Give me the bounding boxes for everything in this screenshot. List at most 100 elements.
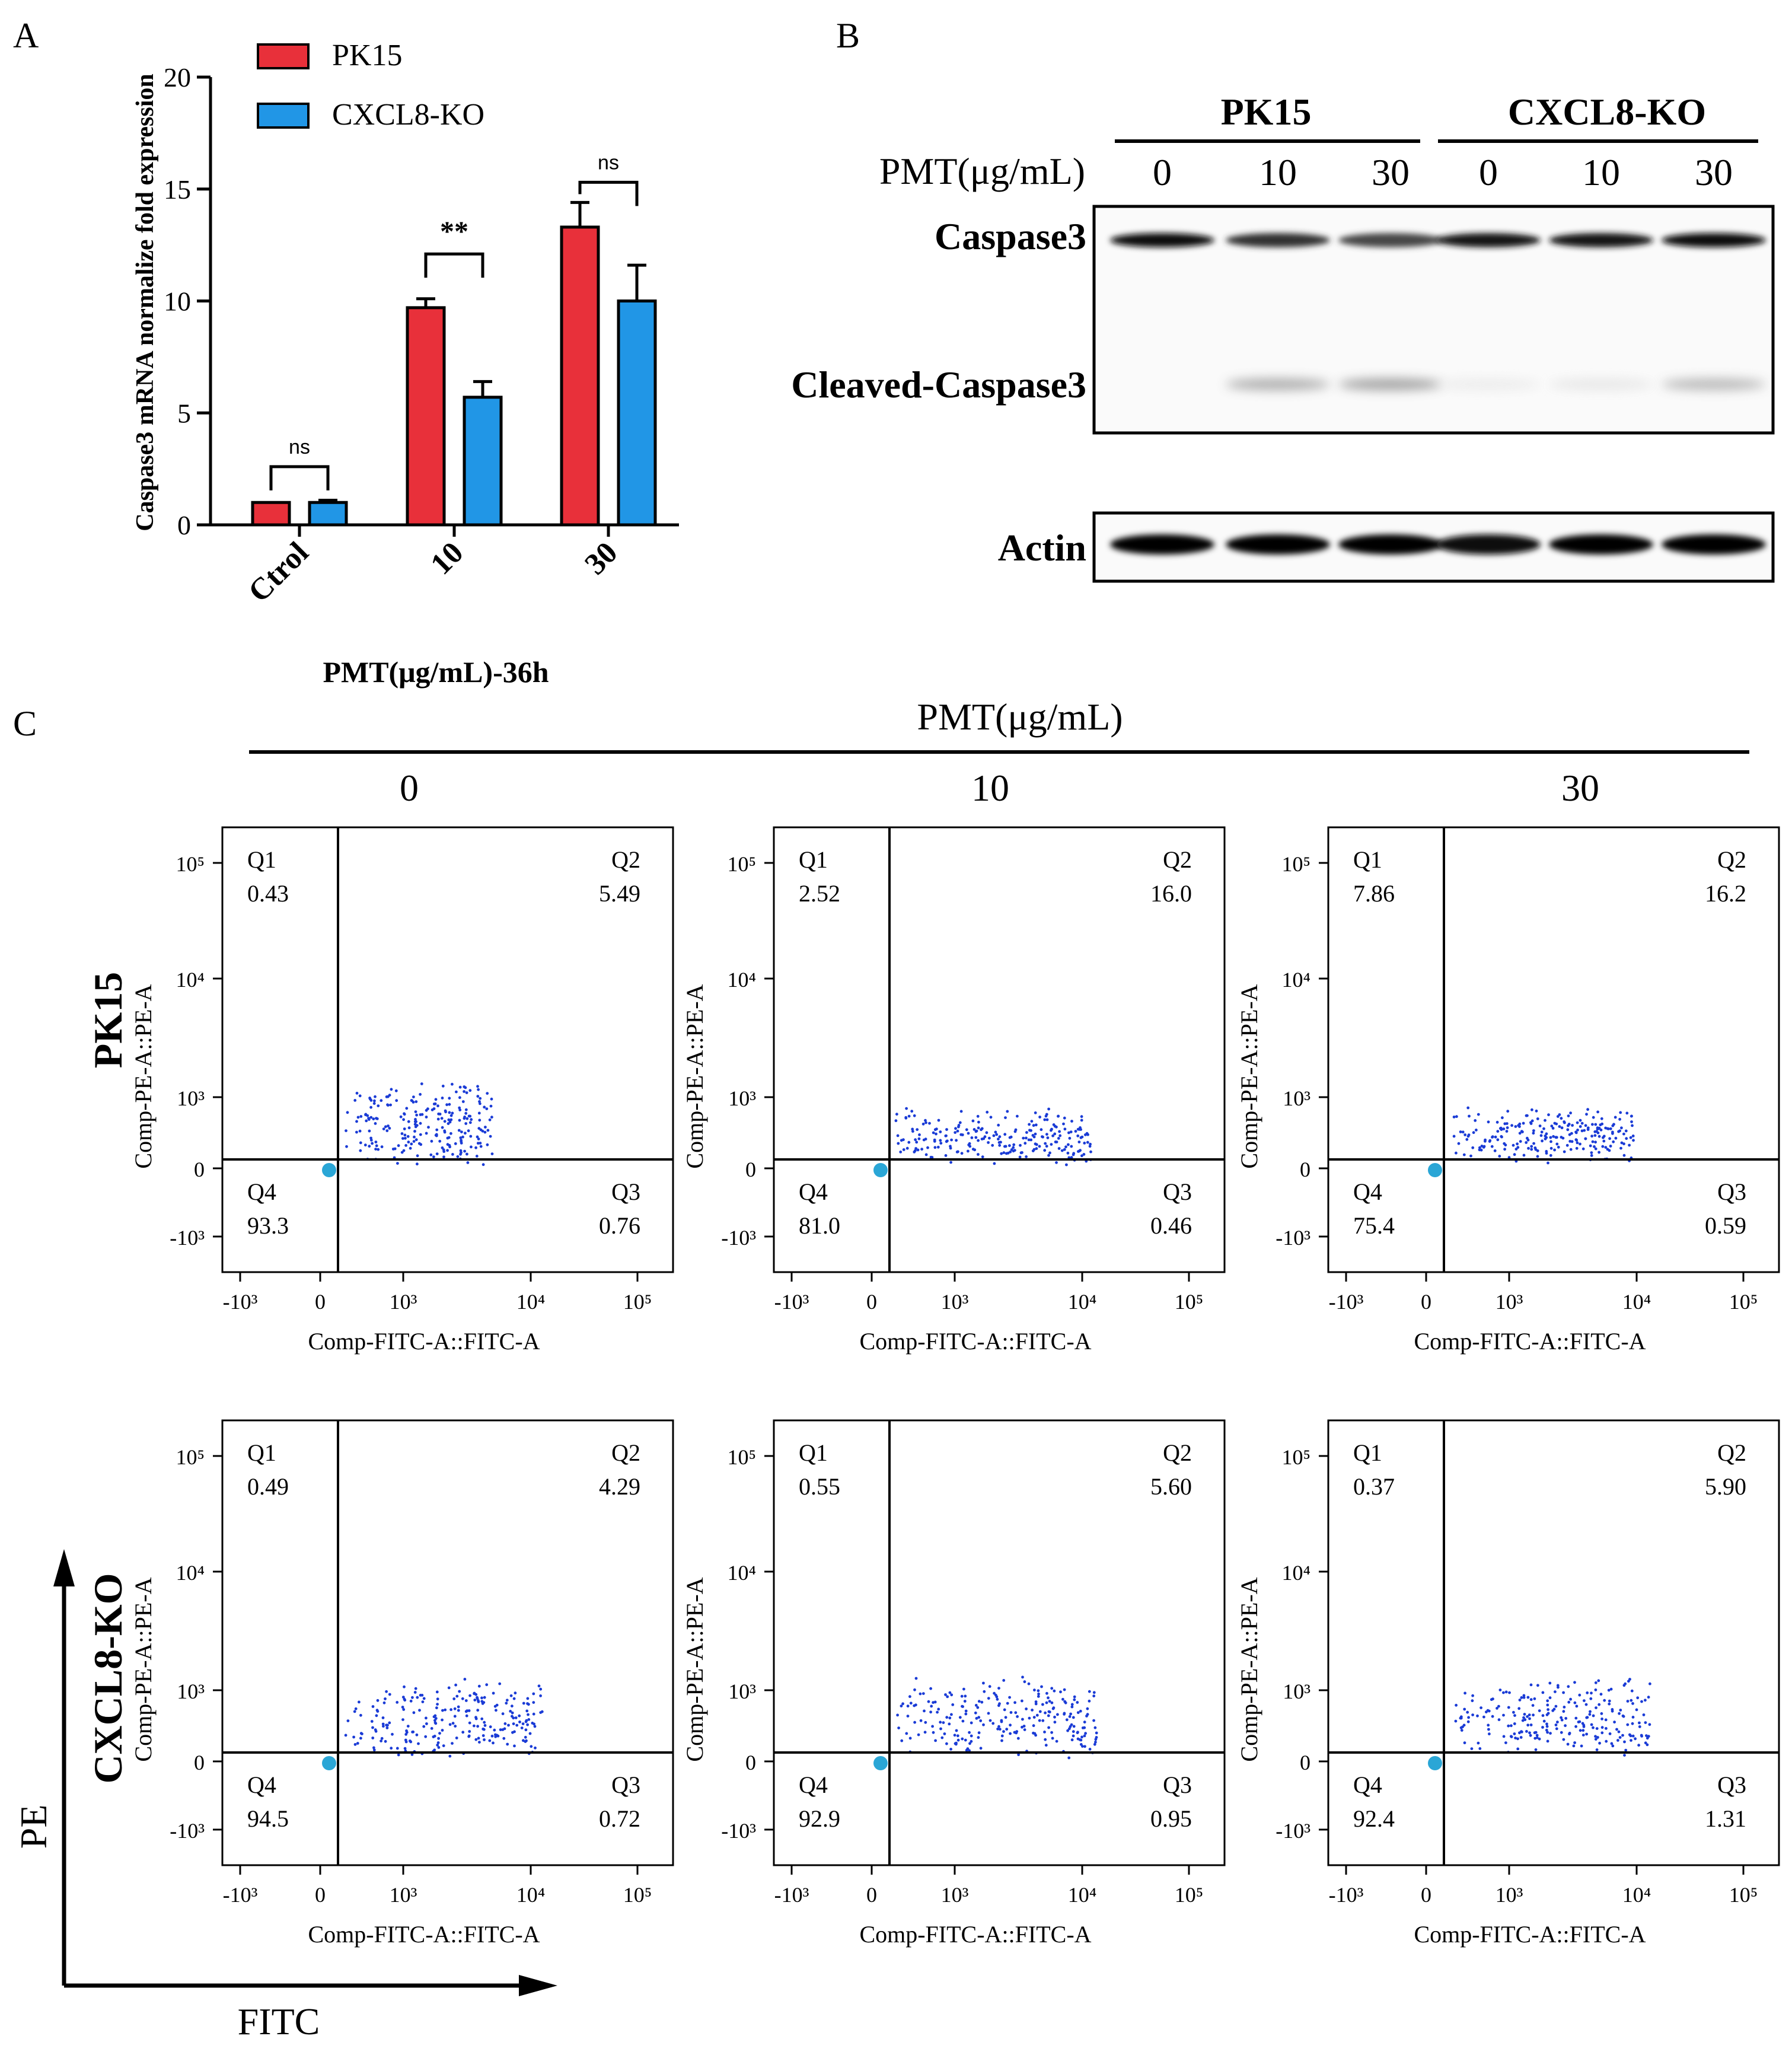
flow-dot (442, 1155, 445, 1159)
flow-dot (369, 1116, 373, 1119)
flow-dot (1043, 1118, 1047, 1121)
flow-dot (532, 1701, 535, 1704)
flow-x-axis-label: Comp-FITC-A::FITC-A (1414, 1921, 1646, 1948)
flow-dot (1040, 1685, 1043, 1688)
flow-dot (1567, 1685, 1570, 1688)
flow-dot (1032, 1135, 1036, 1139)
flow-dot (484, 1126, 487, 1129)
flow-dot (443, 1120, 447, 1123)
flow-dot (1467, 1716, 1471, 1719)
flow-dot (476, 1135, 479, 1139)
flow-dot (1573, 1681, 1576, 1684)
flow-dot (409, 1740, 413, 1744)
flow-dot (1600, 1117, 1603, 1120)
flow-dot (1560, 1136, 1563, 1139)
flow-dot (1545, 1150, 1548, 1153)
flow-dot (970, 1136, 974, 1139)
flow-dot (1038, 1710, 1042, 1713)
flow-dot (1575, 1139, 1579, 1142)
flow-dot (1602, 1135, 1606, 1138)
flow-dot (1459, 1716, 1463, 1720)
flow-dot (949, 1145, 952, 1148)
flow-dot (1613, 1720, 1616, 1724)
flow-dot (968, 1742, 971, 1745)
flow-dot (416, 1696, 419, 1699)
flow-dot (414, 1138, 418, 1142)
flow-dot (1596, 1736, 1599, 1739)
flow-dot (1023, 1728, 1026, 1732)
flow-dot (908, 1736, 912, 1740)
flow-dot (1523, 1713, 1526, 1716)
flow-dot (1050, 1731, 1053, 1734)
flow-dot (460, 1139, 463, 1142)
flow-dot (1583, 1699, 1586, 1703)
flow-dot (438, 1113, 442, 1116)
flow-dot (371, 1726, 374, 1729)
flow-dot (1032, 1716, 1036, 1719)
flow-dot (369, 1105, 372, 1109)
flow-dot (1628, 1143, 1631, 1147)
flow-plot-frame (221, 1419, 674, 1866)
flow-dot (382, 1725, 385, 1728)
flow-dot (1526, 1715, 1529, 1718)
flow-dot (1518, 1731, 1521, 1735)
quadrant-name: Q4 (247, 1771, 276, 1798)
quadrant-value: 5.60 (1150, 1473, 1192, 1500)
flow-dot (1589, 1710, 1592, 1713)
flow-dot (1582, 1725, 1586, 1728)
flow-dot (1584, 1703, 1588, 1706)
flow-dot (403, 1112, 406, 1116)
flow-dot (1506, 1110, 1510, 1113)
flow-dot (1527, 1146, 1530, 1150)
flow-dot (1529, 1723, 1533, 1726)
flow-dot (955, 1729, 958, 1732)
flow-dot (1505, 1130, 1509, 1133)
flow-dot (1558, 1125, 1561, 1128)
flow-dot (402, 1708, 406, 1711)
flow-dot (1497, 1704, 1500, 1708)
flow-dot (1580, 1129, 1584, 1133)
flow-dot (451, 1742, 454, 1745)
flow-dot (1470, 1747, 1474, 1751)
flow-dot (412, 1730, 415, 1734)
flow-dot (1581, 1722, 1584, 1725)
flow-dot (374, 1140, 378, 1143)
flow-dot (397, 1144, 400, 1148)
flow-dot (977, 1736, 980, 1739)
flow-dot (356, 1742, 359, 1745)
flow-dot (1021, 1151, 1023, 1154)
flow-dot (1050, 1127, 1053, 1131)
flow-dot (1092, 1719, 1095, 1722)
flow-dot (474, 1146, 477, 1149)
flow-y-tick-label: 10⁵ (1281, 852, 1310, 876)
flow-dot (401, 1718, 404, 1722)
flow-dot (380, 1736, 384, 1740)
flow-y-tick-label: 0 (1300, 1751, 1310, 1774)
flow-dot (1585, 1113, 1588, 1116)
flow-dot (1080, 1119, 1083, 1122)
flow-x-tick-label: -10³ (223, 1290, 258, 1314)
quadrant-name: Q3 (1163, 1178, 1192, 1205)
flow-dot (1051, 1134, 1054, 1137)
flow-dot (1644, 1741, 1647, 1745)
flow-dot (420, 1113, 424, 1116)
flow-dot (375, 1144, 378, 1148)
flow-dot (477, 1736, 480, 1740)
flow-dot (445, 1103, 448, 1107)
flow-dot (1558, 1113, 1561, 1116)
flow-dot (355, 1091, 359, 1095)
flow-dot (458, 1108, 462, 1111)
flow-dot (1452, 1135, 1456, 1138)
flow-dot (1503, 1122, 1507, 1126)
flow-dot (960, 1152, 964, 1155)
flow-dot (1016, 1715, 1019, 1718)
flow-dot (403, 1699, 407, 1702)
flow-dot (932, 1701, 935, 1704)
flow-dot (1549, 1140, 1552, 1143)
flow-dot (403, 1685, 406, 1688)
flow-dot (369, 1139, 373, 1142)
flow-dot (1595, 1130, 1598, 1133)
flow-dot (1454, 1719, 1458, 1723)
flow-dot (1488, 1732, 1491, 1736)
flow-dot (1544, 1119, 1547, 1122)
